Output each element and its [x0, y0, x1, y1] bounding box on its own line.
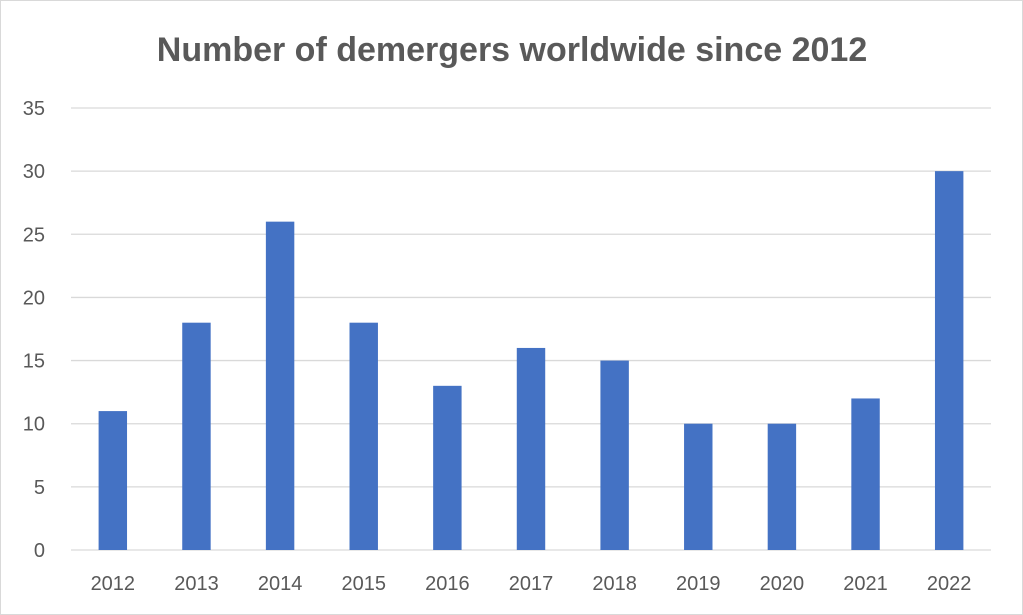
bar-2016	[433, 385, 462, 550]
bar-2018	[600, 360, 629, 550]
x-tick-label: 2021	[843, 573, 888, 595]
bar-2017	[516, 347, 546, 550]
x-tick-label: 2018	[592, 573, 637, 595]
y-tick-label: 5	[34, 477, 45, 499]
chart-title: Number of demergers worldwide since 2012	[157, 31, 867, 69]
y-tick-label: 35	[23, 98, 45, 120]
y-tick-label: 25	[23, 224, 45, 246]
y-tick-label: 30	[23, 161, 45, 183]
bar-2012	[98, 411, 128, 550]
bar-2021	[851, 398, 880, 550]
x-tick-label: 2014	[258, 573, 303, 595]
bars	[98, 171, 964, 550]
x-tick-label: 2013	[174, 573, 219, 595]
y-tick-label: 20	[23, 287, 45, 309]
bar-2015	[349, 322, 378, 550]
x-tick-label: 2019	[676, 573, 721, 595]
bar-2022	[934, 171, 964, 550]
x-tick-label: 2016	[425, 573, 470, 595]
bar-2014	[265, 221, 295, 550]
y-tick-label: 0	[34, 540, 45, 562]
x-tick-label: 2022	[927, 573, 972, 595]
x-tick-label: 2012	[91, 573, 136, 595]
y-tick-label: 15	[23, 351, 45, 373]
x-tick-label: 2020	[760, 573, 805, 595]
x-axis-ticks: 2012 2013 2014 2015 2016 2017 2018 2019 2020 2021…	[91, 573, 972, 595]
x-tick-label: 2015	[341, 573, 386, 595]
bar-2020	[767, 423, 797, 550]
y-axis-ticks: 0 5 10 15 20 25 30 35	[23, 98, 45, 562]
x-tick-label: 2017	[509, 573, 554, 595]
bar-2019	[684, 423, 713, 550]
y-tick-label: 10	[23, 414, 45, 436]
bar-2013	[182, 322, 211, 550]
